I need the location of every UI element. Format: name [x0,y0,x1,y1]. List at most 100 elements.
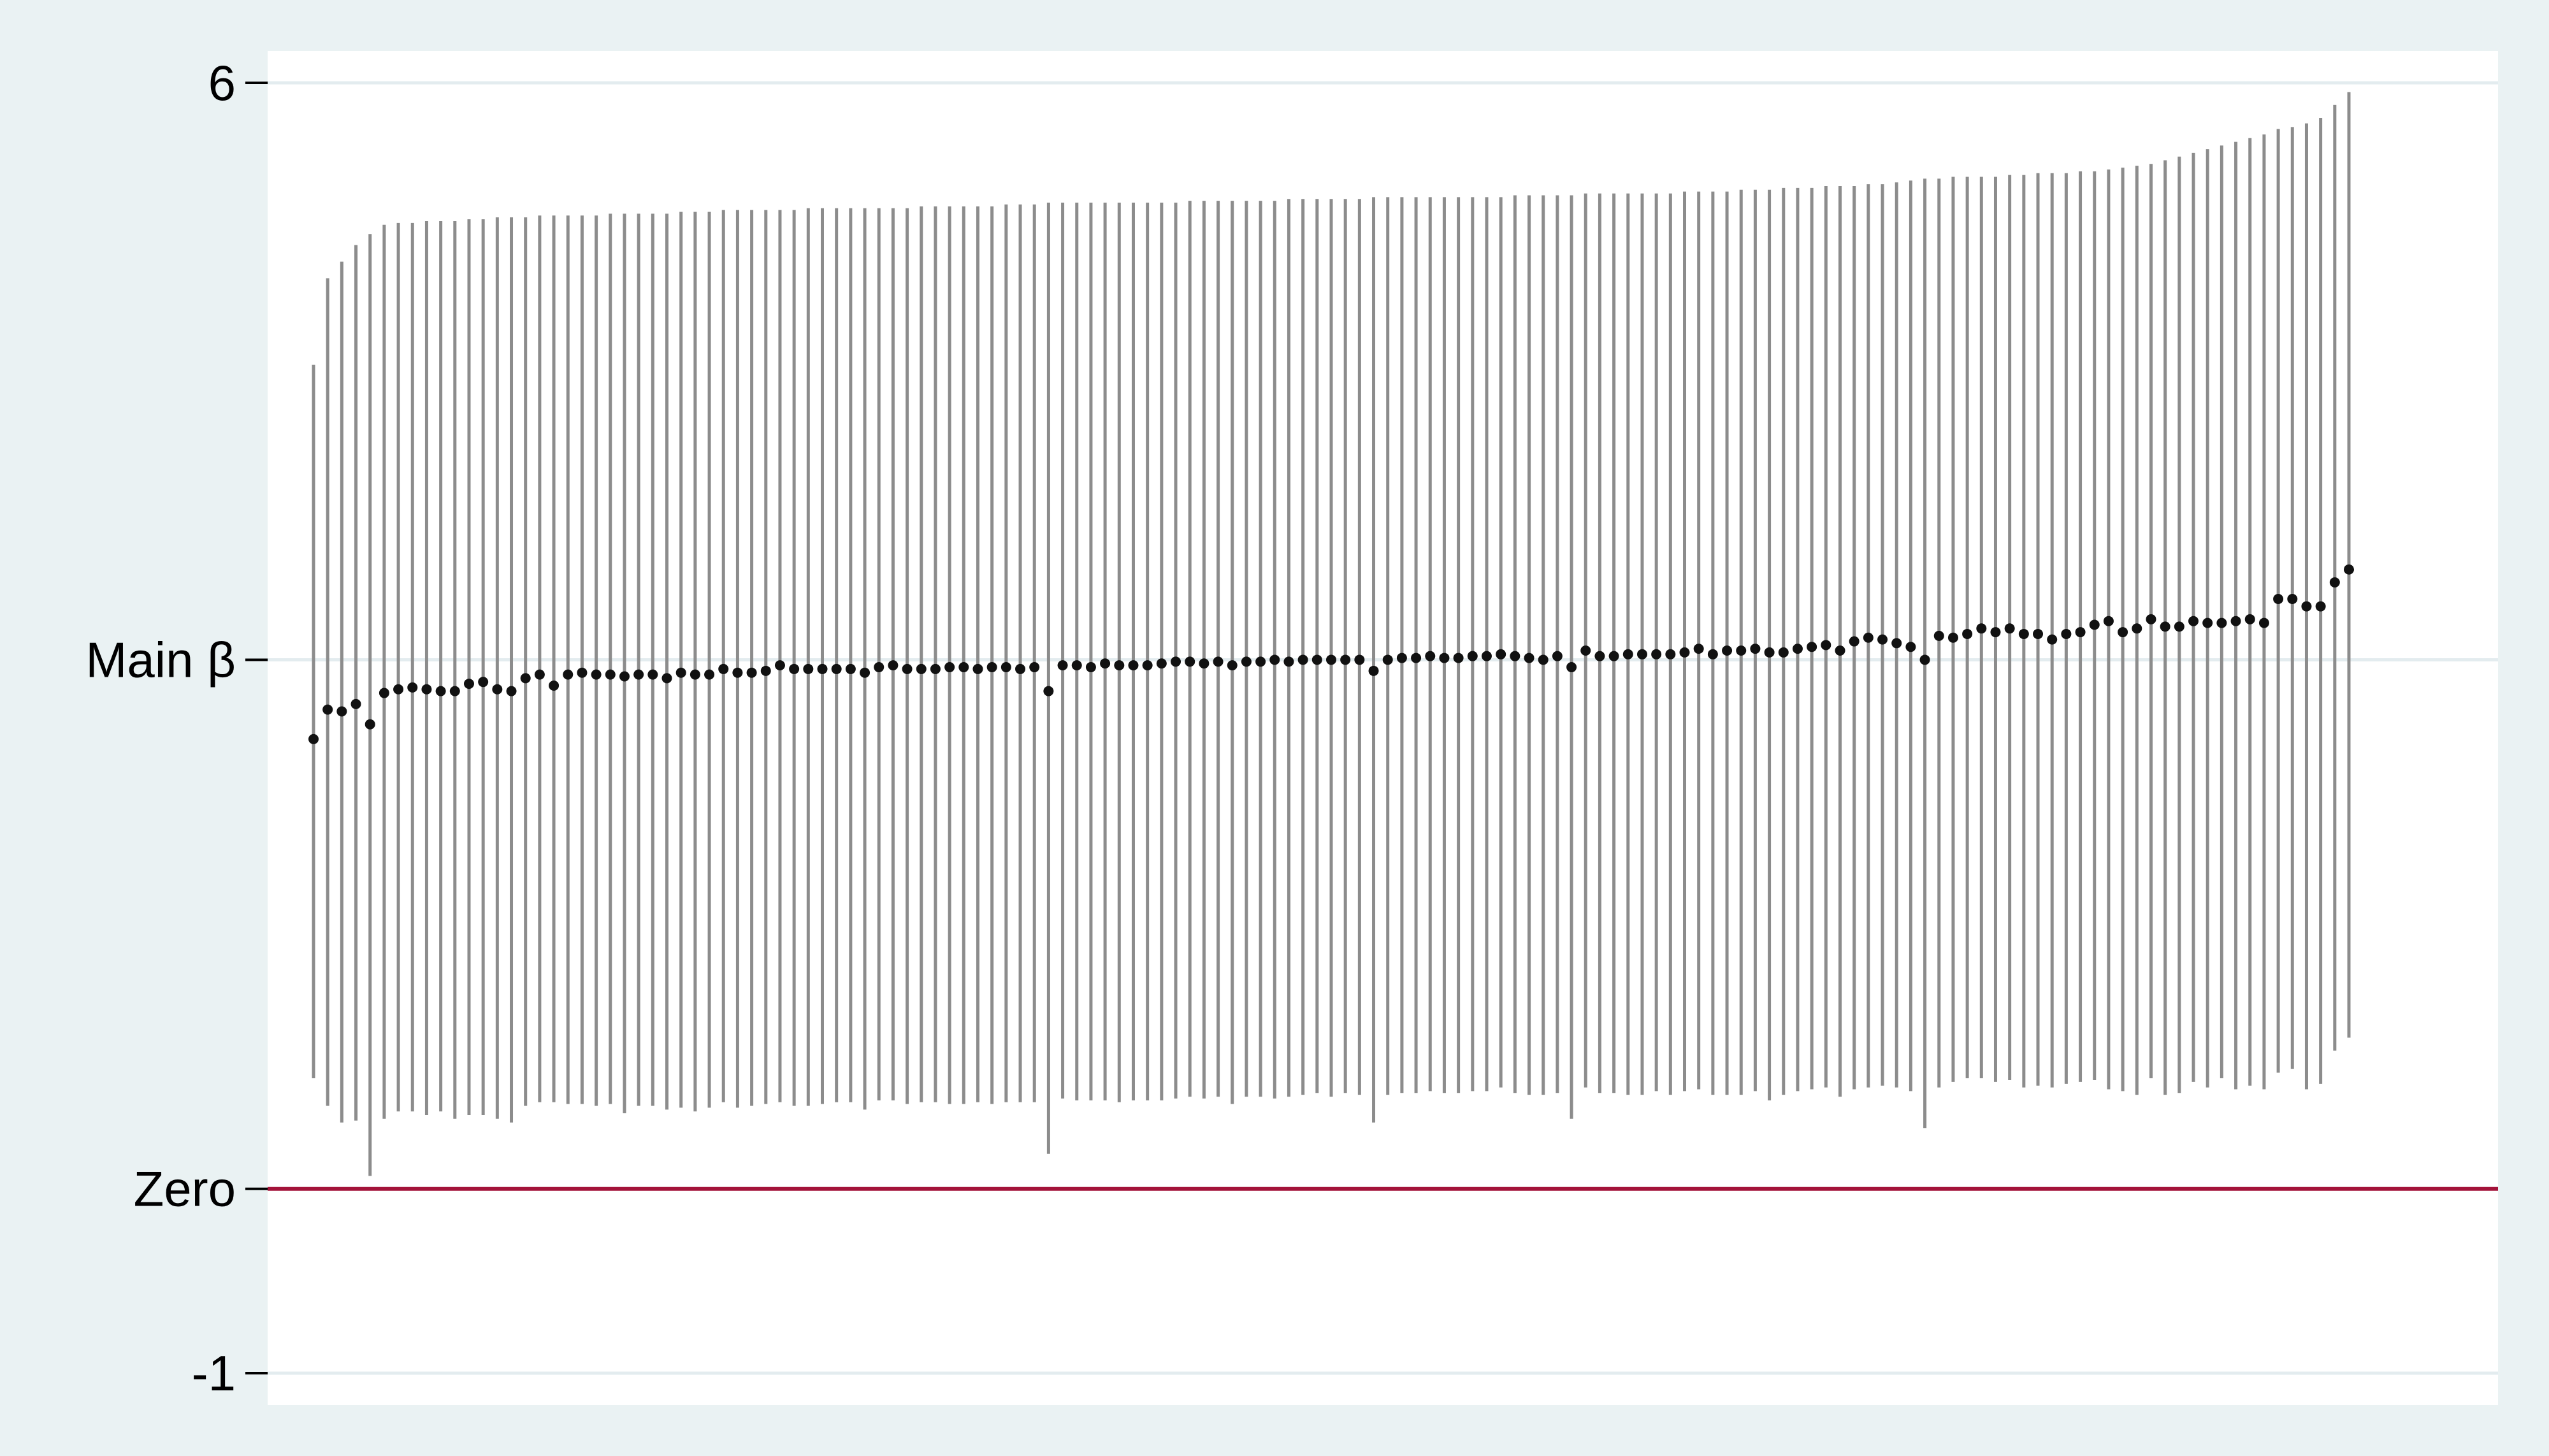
point-estimate [1750,644,1761,654]
point-estimate [789,663,800,674]
point-estimate [732,667,743,678]
point-estimate [520,673,531,684]
point-estimate [1905,642,1916,652]
point-estimate [1778,647,1789,658]
point-estimate [2075,627,2086,638]
point-estimate [972,663,983,674]
point-estimate [1396,652,1407,663]
point-estimate [1580,645,1591,656]
point-estimate [845,663,856,674]
point-estimate [760,665,771,676]
point-estimate [1679,647,1690,658]
point-estimate [2258,617,2269,628]
y-tick-label: Main β [85,631,236,688]
point-estimate [1142,660,1153,671]
point-estimate [2047,634,2058,645]
point-estimate [1594,651,1605,661]
point-estimate [986,662,997,673]
point-estimate [2188,616,2199,626]
point-estimate [336,706,347,717]
point-estimate [549,680,560,691]
point-estimate [1213,656,1224,667]
point-estimate [1100,658,1111,669]
point-estimate [1962,628,1973,639]
point-estimate [1085,662,1096,673]
point-estimate [958,662,969,673]
point-estimate [1891,638,1902,649]
point-estimate [916,663,927,674]
point-estimate [435,686,446,696]
point-estimate [1849,636,1859,647]
point-estimate [2018,628,2029,639]
point-estimate [1425,651,1436,661]
point-estimate [2344,564,2354,575]
point-estimate [1354,654,1365,665]
point-estimate [605,669,616,680]
point-estimate [1835,645,1845,656]
point-estimate [591,669,602,680]
point-estimate [1311,654,1322,665]
point-estimate [1227,660,1238,671]
point-estimate [1255,656,1266,667]
point-estimate [421,684,432,695]
point-estimate [478,677,489,688]
point-estimate [1552,651,1563,661]
point-estimate [1566,662,1577,673]
point-estimate [534,669,545,680]
point-estimate [563,669,574,680]
point-estimate [774,660,785,671]
point-estimate [577,667,588,678]
point-estimate [2146,614,2156,624]
point-estimate [1807,642,1817,652]
point-estimate [2273,594,2284,604]
point-estimate [2216,617,2227,628]
point-estimate [803,663,814,674]
point-estimate [1693,644,1704,654]
point-estimate [2103,616,2114,626]
point-estimate [1976,623,1987,634]
plot-area [268,51,2498,1405]
point-estimate [860,667,870,678]
point-estimate [2132,623,2142,634]
point-estimate [1171,656,1181,667]
point-estimate [718,663,729,674]
point-estimate [2287,594,2298,604]
point-estimate [393,684,404,695]
point-estimate [350,698,361,709]
point-estimate [2118,627,2128,638]
point-estimate [888,660,899,671]
point-estimate [1185,656,1195,667]
point-estimate [1297,654,1308,665]
point-estimate [1411,652,1422,663]
point-estimate [930,663,941,674]
point-estimate [2230,616,2241,626]
point-estimate [2202,617,2213,628]
point-estimate [1877,634,1888,645]
point-estimate [902,663,913,674]
point-estimate [633,669,644,680]
point-estimate [1524,652,1534,663]
point-estimate [308,733,319,744]
point-estimate [1622,649,1633,660]
point-estimate [2033,628,2044,639]
point-estimate [1990,627,2001,638]
point-estimate [647,669,658,680]
point-estimate [1707,649,1718,660]
point-estimate [379,688,389,698]
point-estimate [1043,686,1054,696]
point-estimate [2301,601,2312,612]
point-estimate [1057,660,1068,671]
point-estimate [1764,647,1775,658]
point-estimates [308,564,2354,744]
point-estimate [1156,658,1167,669]
y-tick-label: 6 [208,55,236,111]
point-estimate [1071,660,1082,671]
point-estimate [619,671,630,682]
point-estimate [1128,660,1139,671]
point-estimate [1933,630,1944,641]
y-axis: 6 Main β Zero -1 [85,55,268,1401]
point-estimate [1496,649,1506,660]
point-estimate [2174,621,2184,632]
